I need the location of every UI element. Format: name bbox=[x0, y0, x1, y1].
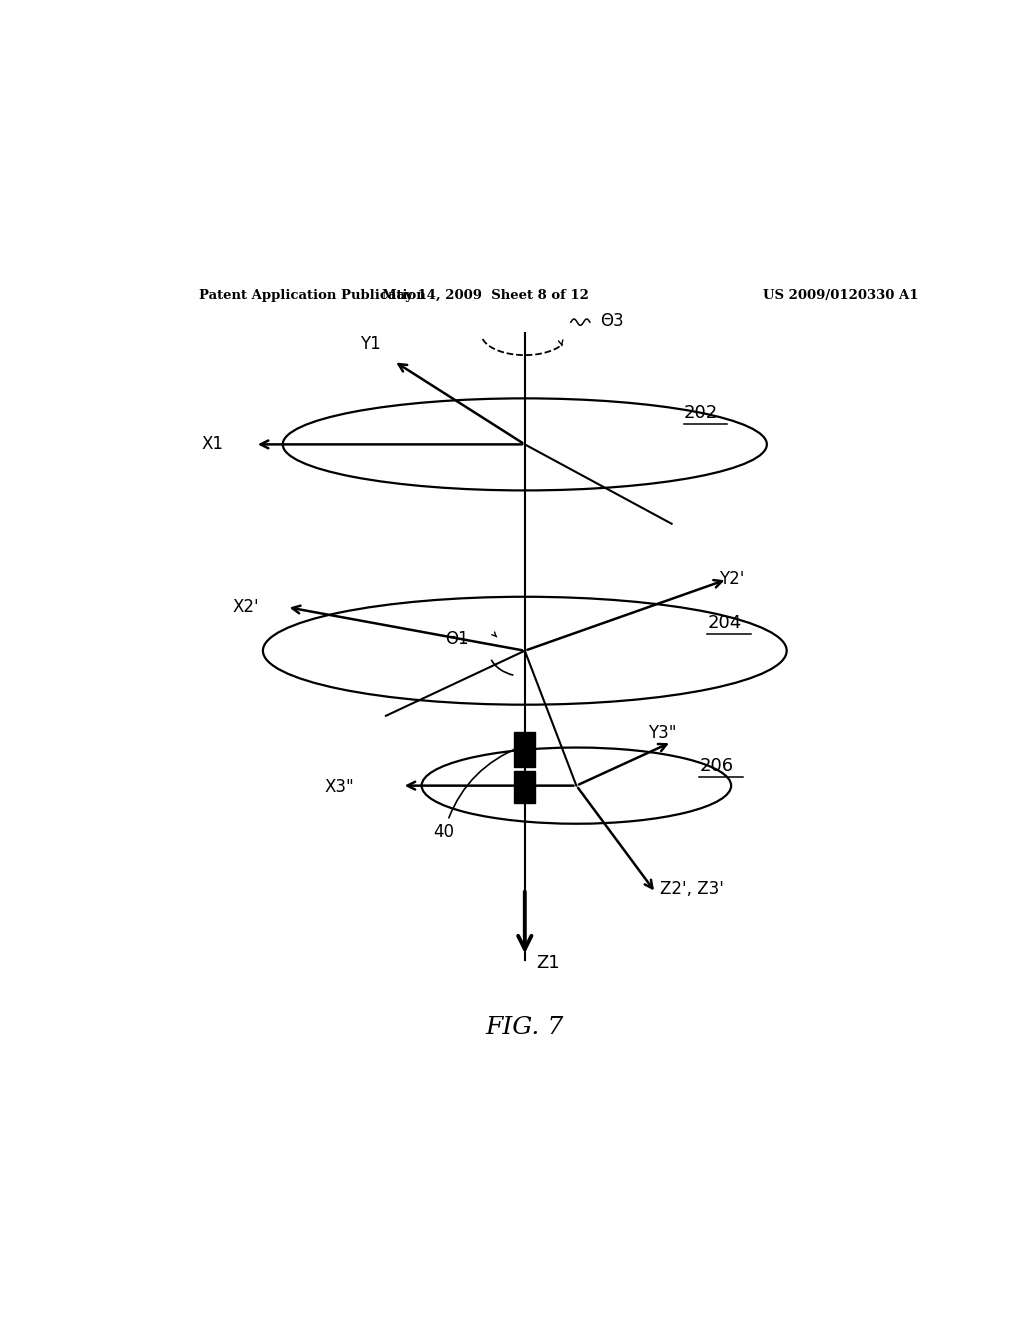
Text: Θ1: Θ1 bbox=[445, 630, 469, 648]
Text: Z2', Z3': Z2', Z3' bbox=[659, 880, 724, 898]
Text: Y3": Y3" bbox=[648, 723, 676, 742]
Bar bbox=[514, 771, 536, 803]
Text: US 2009/0120330 A1: US 2009/0120330 A1 bbox=[763, 289, 919, 302]
Text: FIG. 7: FIG. 7 bbox=[485, 1016, 564, 1039]
Bar bbox=[514, 733, 536, 767]
Text: 40: 40 bbox=[433, 747, 520, 841]
Text: May 14, 2009  Sheet 8 of 12: May 14, 2009 Sheet 8 of 12 bbox=[382, 289, 589, 302]
Text: 206: 206 bbox=[699, 756, 733, 775]
Text: Patent Application Publication: Patent Application Publication bbox=[200, 289, 426, 302]
Text: Z1: Z1 bbox=[537, 954, 560, 972]
Text: Θ3: Θ3 bbox=[600, 313, 624, 330]
Text: Y2': Y2' bbox=[719, 570, 744, 589]
Text: X3": X3" bbox=[325, 779, 354, 796]
Text: 202: 202 bbox=[684, 404, 718, 421]
Text: 204: 204 bbox=[708, 614, 741, 632]
Text: X1: X1 bbox=[202, 436, 223, 453]
Text: Y1: Y1 bbox=[359, 335, 381, 354]
Text: X2': X2' bbox=[232, 598, 259, 616]
